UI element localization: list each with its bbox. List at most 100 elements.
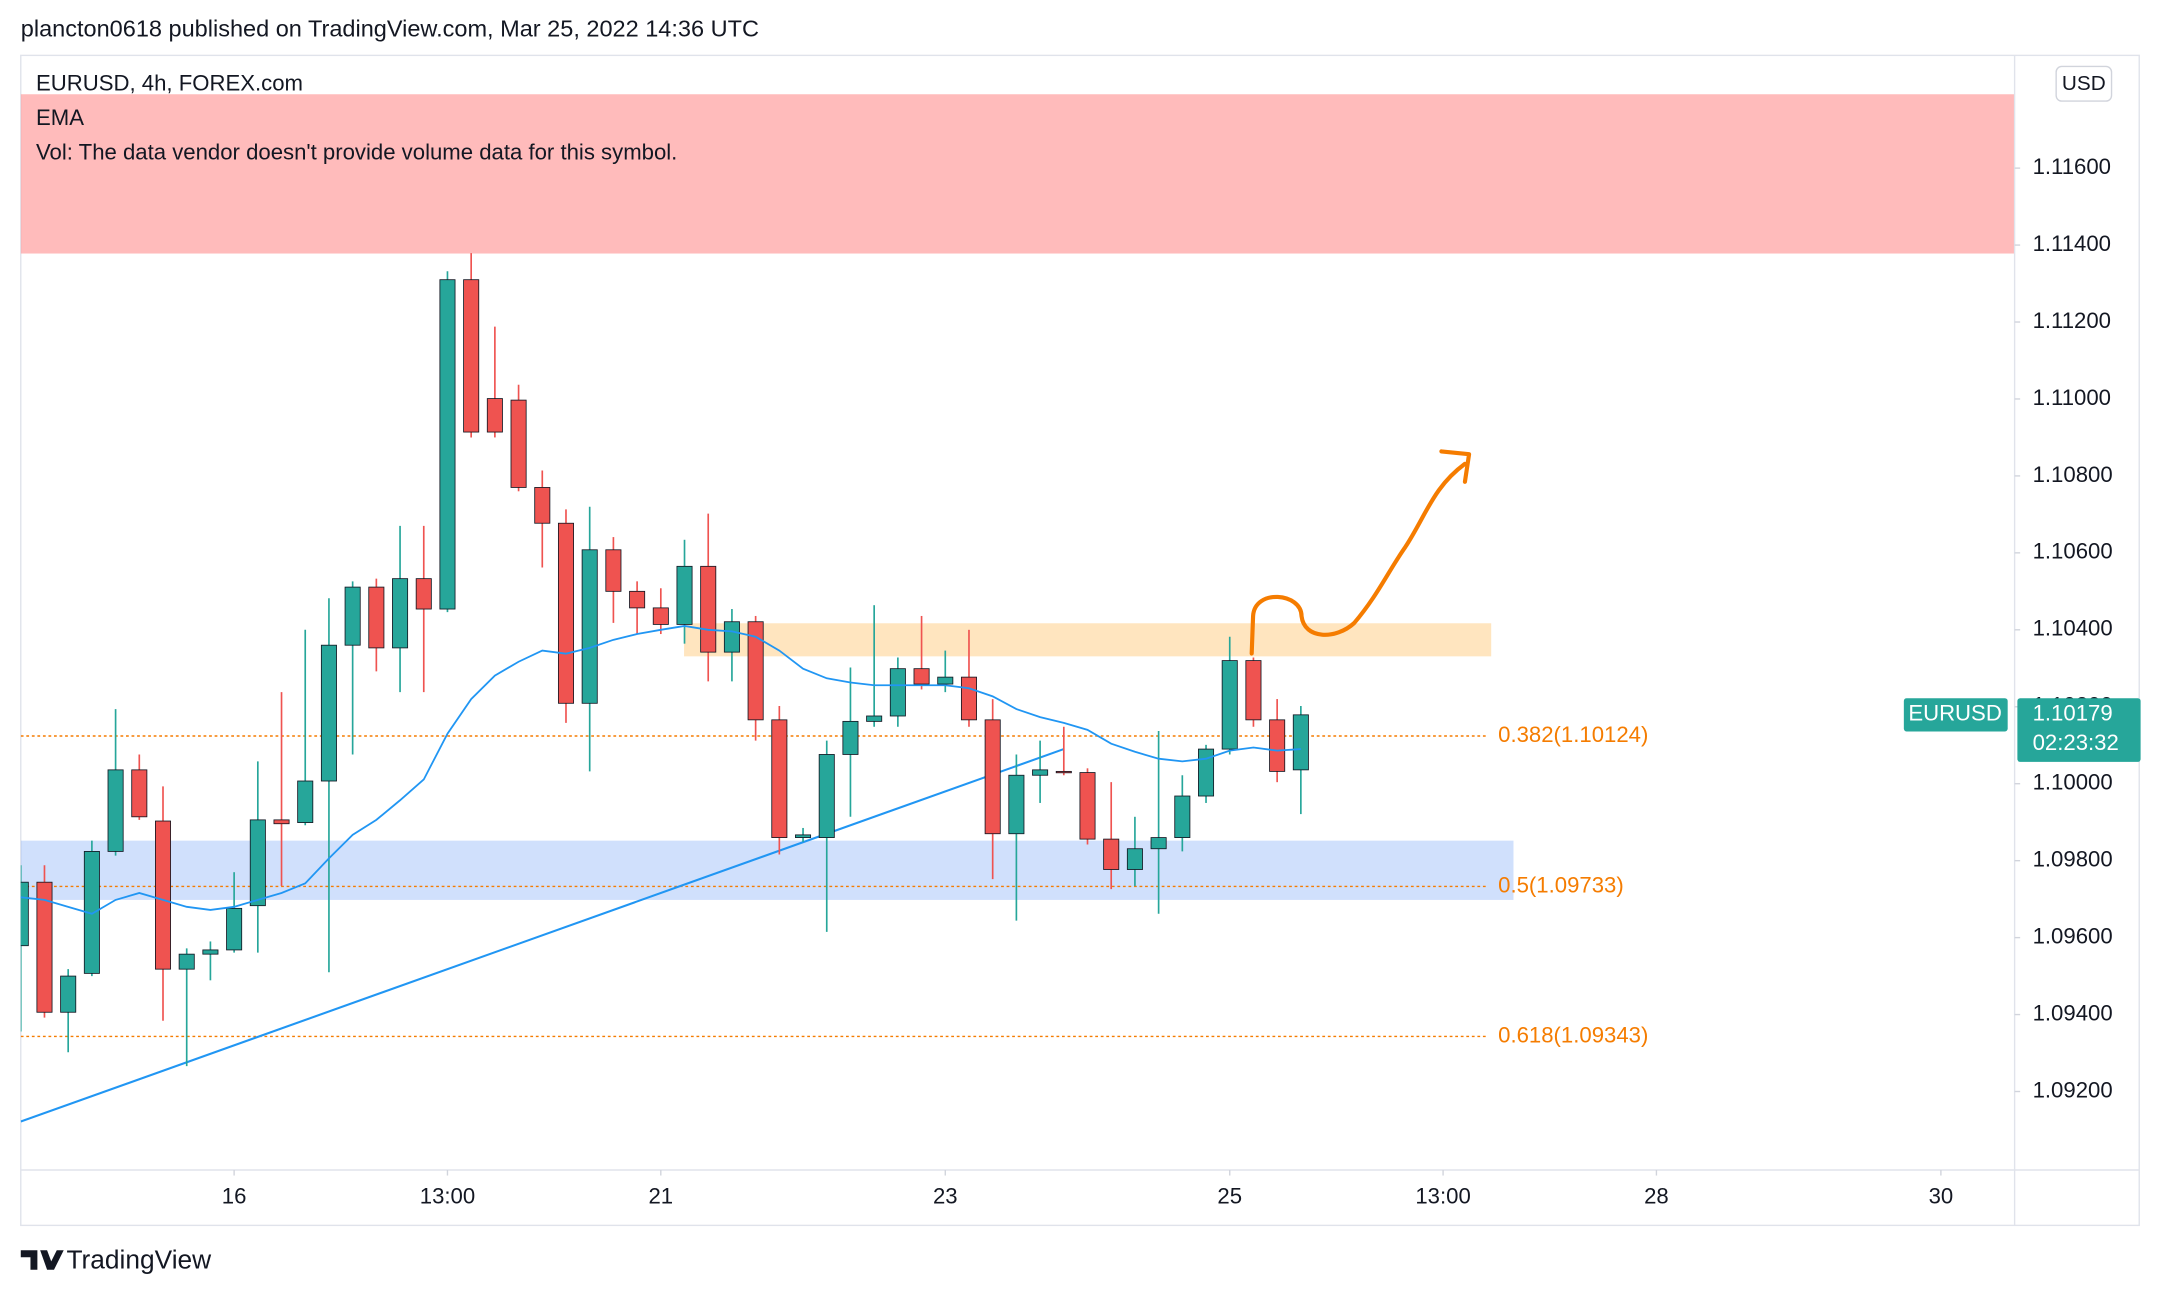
candle-body xyxy=(960,676,977,721)
trendline xyxy=(20,748,1065,1123)
zone xyxy=(20,840,1514,900)
candle-body xyxy=(463,279,480,433)
candle-body xyxy=(1126,848,1143,870)
candle-body xyxy=(866,715,883,722)
candle-body xyxy=(486,398,503,433)
chart-title: EURUSD, 4h, FOREX.com xyxy=(36,70,303,95)
candle-body xyxy=(226,907,243,951)
symbol-tag xyxy=(1903,698,2008,732)
fib-label: 0.618(1.09343) xyxy=(1498,1022,1648,1047)
candle-body xyxy=(297,780,314,823)
frame xyxy=(20,54,2140,1227)
y-tick-label: 1.10800 xyxy=(2033,462,2113,487)
candle-body xyxy=(415,578,432,610)
price-tag-label: 1.10179 xyxy=(2033,701,2113,726)
candle-body xyxy=(392,578,409,649)
x-tick-label: 25 xyxy=(1217,1184,1242,1209)
candle-body xyxy=(1198,748,1215,797)
candle-body xyxy=(320,644,337,782)
fib-label: 0.382(1.10124) xyxy=(1498,722,1648,747)
y-tick-label: 1.10000 xyxy=(2033,770,2113,795)
candle-body xyxy=(889,668,906,717)
currency-button[interactable] xyxy=(2055,65,2113,102)
candle-body xyxy=(344,586,361,646)
y-tick-label: 1.09200 xyxy=(2033,1077,2113,1102)
countdown-label: 02:23:32 xyxy=(2033,730,2119,755)
x-tick-label: 16 xyxy=(222,1184,247,1209)
candle-body xyxy=(20,881,29,947)
x-tick-label: 28 xyxy=(1644,1184,1669,1209)
candle-body xyxy=(676,565,693,625)
candle-body xyxy=(1150,837,1167,850)
ema-line xyxy=(20,625,1301,915)
y-tick-label: 1.10400 xyxy=(2033,616,2113,641)
candle-body xyxy=(629,590,646,609)
candle-body xyxy=(202,949,219,955)
y-tick-label: 1.11600 xyxy=(2033,154,2111,179)
candle-body xyxy=(36,881,53,1013)
candle-body xyxy=(581,549,598,704)
candle-body xyxy=(557,522,574,704)
currency-label[interactable]: USD xyxy=(2062,72,2106,95)
candle-body xyxy=(1055,770,1072,774)
candle-body xyxy=(60,975,77,1013)
candle-body xyxy=(131,769,148,818)
symbol-tag-label: EURUSD xyxy=(1908,701,2002,726)
candle-body xyxy=(439,279,456,610)
candle-body xyxy=(1103,838,1120,870)
zone xyxy=(20,94,2015,254)
arrow-head xyxy=(1439,449,1472,484)
candle-body xyxy=(723,621,740,653)
y-tick-label: 1.10600 xyxy=(2033,539,2113,564)
candle-body xyxy=(937,676,954,685)
x-tick-label: 30 xyxy=(1929,1184,1954,1209)
fib-label: 0.5(1.09733) xyxy=(1498,872,1624,897)
candle-body xyxy=(1008,774,1025,835)
legend-line: Vol: The data vendor doesn't provide vol… xyxy=(36,140,677,165)
price-tag xyxy=(2017,698,2141,762)
y-tick-label: 1.11400 xyxy=(2033,231,2111,256)
candle-body xyxy=(795,834,812,838)
candle-body xyxy=(273,819,290,825)
candle-body xyxy=(771,719,788,838)
candle-body xyxy=(368,586,385,649)
legend-line: EMA xyxy=(36,105,84,130)
candle-body xyxy=(984,719,1001,835)
candle-body xyxy=(652,607,669,625)
header: plancton0618 published on TradingView.co… xyxy=(21,16,759,42)
candle-body xyxy=(1221,660,1238,750)
x-tick-label: 23 xyxy=(933,1184,958,1209)
candle-body xyxy=(155,820,172,970)
candle-body xyxy=(1245,660,1262,721)
y-tick-label: 1.09400 xyxy=(2033,1000,2113,1025)
logo-icon xyxy=(20,1250,64,1270)
candle-body xyxy=(178,953,195,970)
axes: 1.092001.094001.096001.098001.100001.102… xyxy=(222,154,2141,1209)
candle-body xyxy=(107,769,124,852)
candle-body xyxy=(842,720,859,755)
zone xyxy=(684,623,1492,657)
candle-body xyxy=(1032,769,1049,776)
x-tick-label: 13:00 xyxy=(420,1184,475,1209)
candle-body xyxy=(747,621,764,721)
candle-body xyxy=(534,487,551,524)
footer-logo-text: TradingView xyxy=(66,1244,212,1274)
candle-body xyxy=(1292,714,1309,771)
candle-body xyxy=(913,668,930,685)
candle-body xyxy=(605,549,622,592)
candle-body xyxy=(818,754,835,838)
y-tick-label: 1.11000 xyxy=(2033,385,2111,410)
y-tick-label: 1.09600 xyxy=(2033,923,2113,948)
x-tick-label: 21 xyxy=(648,1184,673,1209)
y-tick-label: 1.11200 xyxy=(2033,308,2111,333)
candle-body xyxy=(1174,795,1191,838)
candle-body xyxy=(1079,772,1096,840)
plot xyxy=(20,94,2015,1123)
x-tick-label: 13:00 xyxy=(1415,1184,1470,1209)
candle-body xyxy=(700,565,717,653)
candle-body xyxy=(249,819,266,907)
projection-arrow xyxy=(1249,461,1467,656)
y-tick-label: 1.09800 xyxy=(2033,847,2113,872)
candle-body xyxy=(510,399,527,488)
